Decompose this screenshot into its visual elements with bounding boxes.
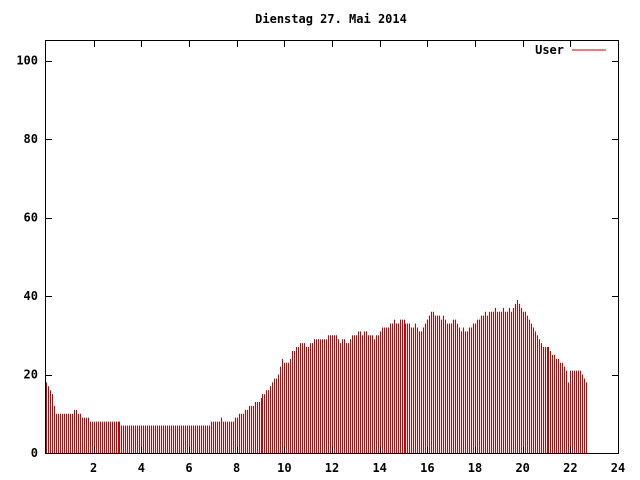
x-tick-label: 12	[325, 461, 339, 475]
x-tick-label: 6	[185, 461, 192, 475]
x-axis: 2 4 6 8 10 12 14 16 18 20 22 24	[90, 41, 625, 475]
bar-series	[46, 299, 587, 453]
legend-label-user: User	[535, 43, 564, 57]
x-tick-label: 14	[372, 461, 386, 475]
x-tick-label: 22	[563, 461, 577, 475]
x-tick-label: 24	[611, 461, 625, 475]
x-tick-label: 4	[138, 461, 145, 475]
y-axis: 0 20 40 60 80 100	[16, 54, 618, 460]
y-tick-label: 100	[16, 54, 38, 68]
x-tick-label: 2	[90, 461, 97, 475]
x-tick-label: 16	[420, 461, 434, 475]
x-tick-label: 18	[468, 461, 482, 475]
legend: User	[535, 43, 606, 57]
y-tick-label: 20	[24, 368, 38, 382]
y-tick-label: 60	[24, 211, 38, 225]
y-tick-label: 40	[24, 289, 38, 303]
x-tick-label: 8	[233, 461, 240, 475]
y-tick-label: 80	[24, 132, 38, 146]
plot-area	[45, 40, 619, 454]
chart-title: Dienstag 27. Mai 2014	[255, 12, 407, 26]
x-tick-label: 20	[515, 461, 529, 475]
x-tick-label: 10	[277, 461, 291, 475]
y-tick-label: 0	[31, 446, 38, 460]
